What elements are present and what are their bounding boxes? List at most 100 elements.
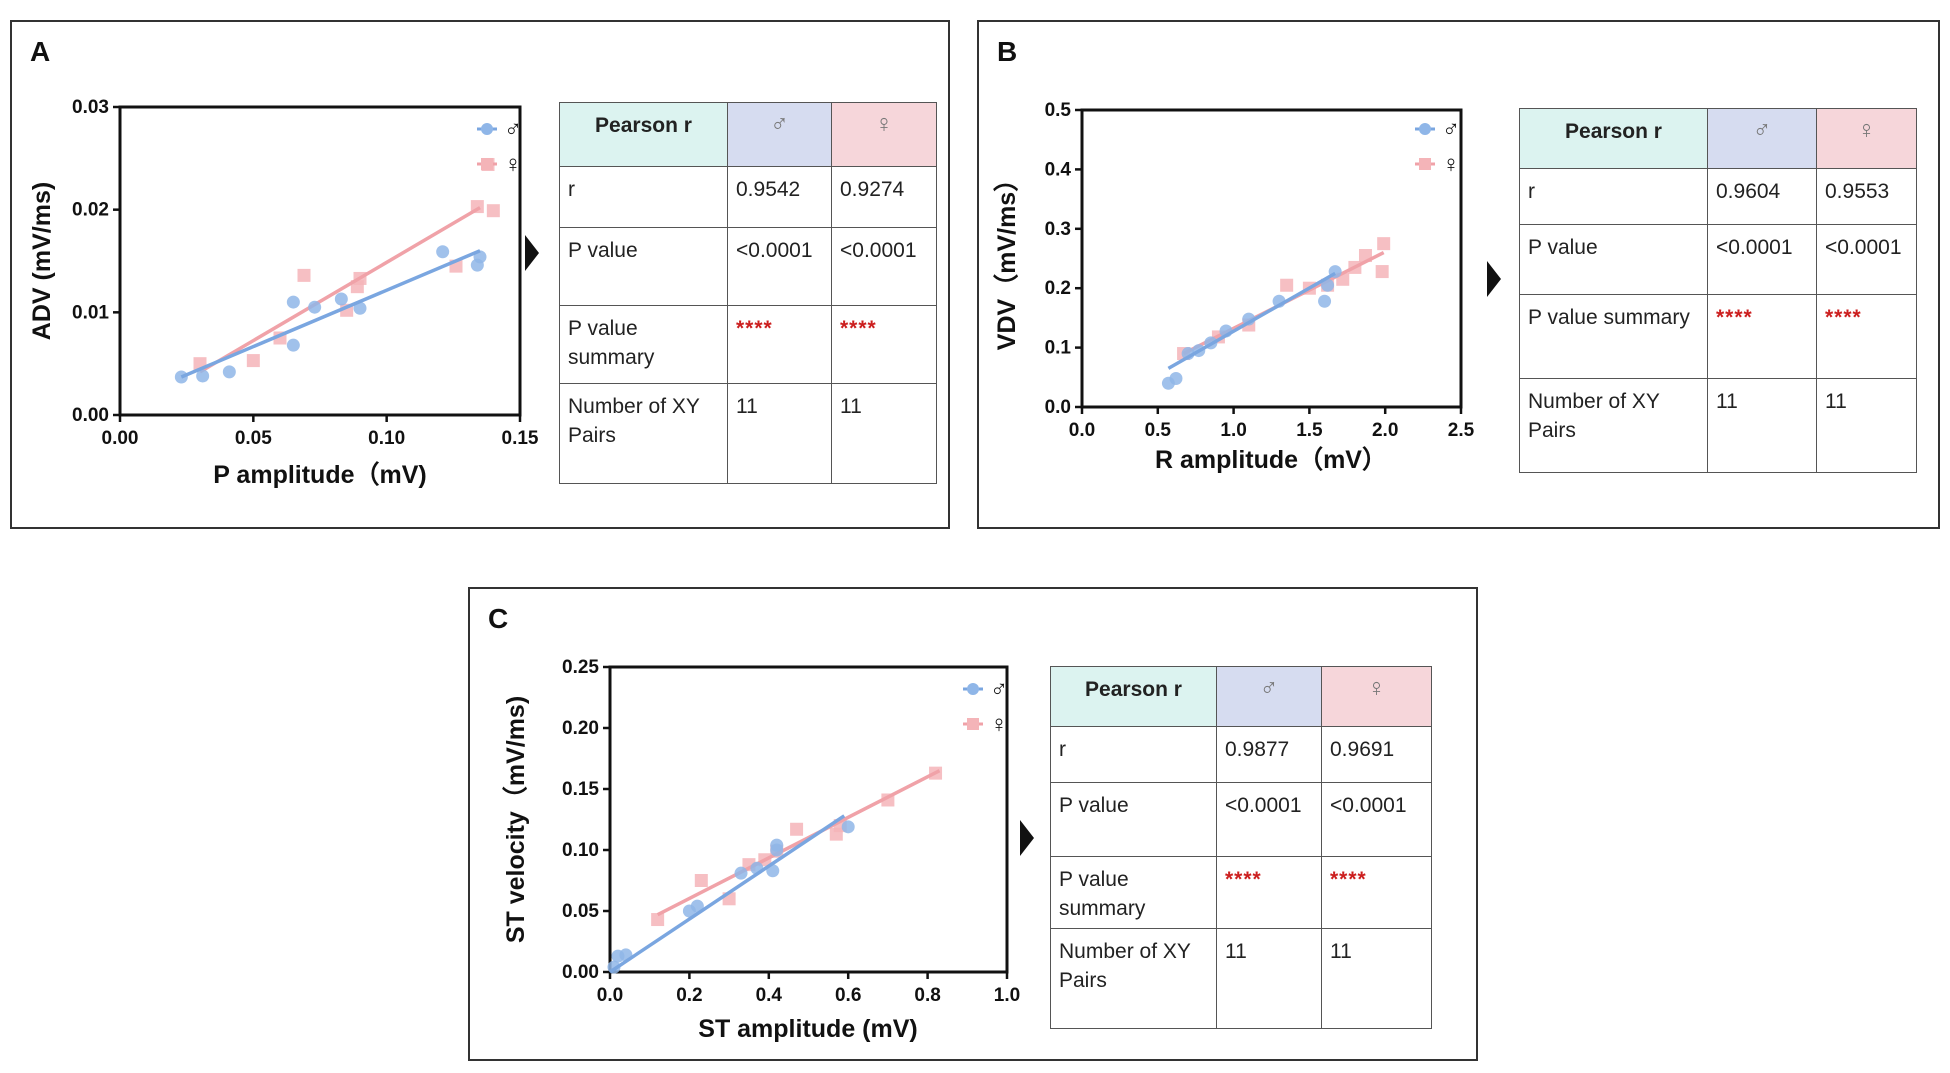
male-data-point [1318, 294, 1332, 308]
row-label-p-summary: P value summary [1519, 294, 1708, 379]
x-tick-label: 0.6 [835, 985, 861, 1006]
plot-frame [1080, 108, 1463, 409]
female-p-summary: **** [1816, 294, 1917, 379]
male-data-point [1169, 371, 1183, 385]
panel-label: B [997, 36, 1018, 67]
female-fit-line [656, 769, 941, 917]
legend-male-symbol: ♂ [1442, 116, 1460, 143]
scatter-chart-a: 0.00 0.05 0.10 0.15 0.00 0.01 0.02 0.03 P amplit… [28, 97, 539, 489]
plot-frame [608, 665, 1009, 974]
female-data-point [1377, 237, 1391, 251]
male-data-point [353, 301, 367, 315]
y-tick-label: 0.10 [562, 840, 599, 861]
female-r-value: 0.9274 [831, 166, 937, 228]
male-data-point [770, 838, 784, 852]
legend-female-marker [1419, 158, 1431, 170]
plot-frame [118, 105, 522, 417]
y-tick-label: 0.1 [1045, 338, 1072, 359]
legend-female-symbol: ♀ [1442, 151, 1460, 178]
male-p-summary: **** [1707, 294, 1817, 379]
panel-label: A [30, 36, 51, 67]
y-tick-label: 0.03 [72, 97, 109, 118]
header-pearson-r: Pearson r [559, 102, 728, 167]
female-data-point [246, 354, 260, 368]
male-xy-pairs: 11 [727, 383, 832, 484]
header-female-icon: ♀ [1321, 666, 1432, 727]
panel-a: A 0.00 0.05 0.10 0.15 0.00 0.01 0.02 0.03 P ampl… [10, 20, 950, 529]
male-r-value: 0.9542 [727, 166, 832, 228]
legend-male-symbol: ♂ [504, 116, 522, 143]
y-tick-label: 0.0 [1045, 397, 1071, 418]
female-data-point [694, 874, 708, 887]
male-r-value: 0.9877 [1216, 726, 1322, 783]
female-data-point [486, 204, 500, 218]
legend-female-marker [481, 158, 493, 170]
female-xy-pairs: 11 [1321, 928, 1432, 1029]
header-male-icon: ♂ [1216, 666, 1322, 727]
scatter-chart-b: 0.0 0.5 1.0 1.5 2.0 2.5 0.0 0.1 0.2 0.3 0.4 0.5 R am… [992, 100, 1475, 474]
panel-b: B 0.0 0.5 1.0 1.5 2.0 2.5 0.0 0.1 0.2 0.3 0.4 0.5 R … [977, 20, 1940, 529]
female-data-point [297, 268, 311, 282]
scatter-chart-c: 0.0 0.2 0.4 0.6 0.8 1.0 0.00 0.05 0.10 0.15 0.20 0.… [501, 657, 1020, 1043]
y-tick-label: 0.20 [562, 718, 599, 739]
female-data-point [1280, 278, 1294, 292]
female-p-summary: **** [1321, 856, 1432, 929]
pearson-table-b: Pearson r ♂ ♀ r 0.9604 0.9553 P value <0… [1519, 108, 1917, 473]
x-tick-label: 1.0 [994, 985, 1020, 1006]
x-tick-label: 0.10 [368, 428, 405, 449]
legend-male-symbol: ♂ [990, 676, 1008, 703]
row-label-p-summary: P value summary [1050, 856, 1217, 929]
row-label-xy-pairs: Number of XY Pairs [559, 383, 728, 484]
y-tick-label: 0.02 [72, 200, 109, 221]
legend-male-marker [1419, 123, 1431, 135]
male-data-point [286, 338, 300, 352]
x-tick-label: 2.5 [1448, 420, 1475, 441]
female-p-value: <0.0001 [831, 227, 937, 306]
female-r-value: 0.9691 [1321, 726, 1432, 783]
male-p-summary: **** [1216, 856, 1322, 929]
row-label-r: r [1519, 168, 1708, 225]
y-tick-label: 0.25 [562, 657, 599, 678]
y-tick-label: 0.00 [72, 405, 109, 426]
x-axis-title: R amplitude（mV） [1155, 445, 1387, 474]
legend-female-symbol: ♀ [990, 711, 1008, 738]
male-p-summary: **** [727, 305, 832, 384]
female-xy-pairs: 11 [1816, 378, 1917, 473]
row-label-r: r [559, 166, 728, 228]
x-tick-label: 0.8 [914, 985, 940, 1006]
male-fit-line [609, 814, 846, 974]
x-tick-label: 0.2 [676, 985, 702, 1006]
female-xy-pairs: 11 [831, 383, 937, 484]
male-data-point [308, 300, 322, 314]
x-tick-label: 1.5 [1296, 420, 1323, 441]
male-xy-pairs: 11 [1707, 378, 1817, 473]
legend-male-marker [967, 683, 979, 695]
header-male-icon: ♂ [1707, 108, 1817, 169]
y-axis-title: ADV (mV/ms) [28, 182, 56, 340]
male-data-point [734, 866, 748, 880]
male-data-point [334, 292, 348, 306]
panel-label: C [488, 603, 509, 634]
male-data-point [1321, 278, 1335, 292]
legend-female-symbol: ♀ [504, 151, 522, 178]
female-data-point [790, 822, 804, 836]
male-data-point [841, 820, 855, 834]
female-data-point [651, 913, 665, 927]
pearson-table-c: Pearson r ♂ ♀ r 0.9877 0.9691 P value <0… [1050, 666, 1432, 1029]
female-r-value: 0.9553 [1816, 168, 1917, 225]
row-label-xy-pairs: Number of XY Pairs [1519, 378, 1708, 473]
y-tick-label: 0.05 [562, 901, 599, 922]
x-tick-label: 0.05 [235, 428, 272, 449]
y-tick-label: 0.4 [1045, 159, 1072, 180]
male-fit-line [180, 249, 481, 379]
legend-female-marker [967, 718, 979, 730]
y-tick-label: 0.3 [1045, 219, 1071, 240]
pearson-table-a: Pearson r ♂ ♀ r 0.9542 0.9274 P value <0… [559, 102, 937, 484]
arrow-icon [525, 235, 539, 271]
y-tick-label: 0.00 [562, 962, 599, 983]
y-tick-label: 0.5 [1045, 100, 1072, 121]
arrow-icon [1487, 261, 1501, 297]
male-p-value: <0.0001 [1707, 224, 1817, 295]
row-label-p-value: P value [1050, 782, 1217, 857]
x-axis-title: ST amplitude (mV) [698, 1015, 917, 1043]
